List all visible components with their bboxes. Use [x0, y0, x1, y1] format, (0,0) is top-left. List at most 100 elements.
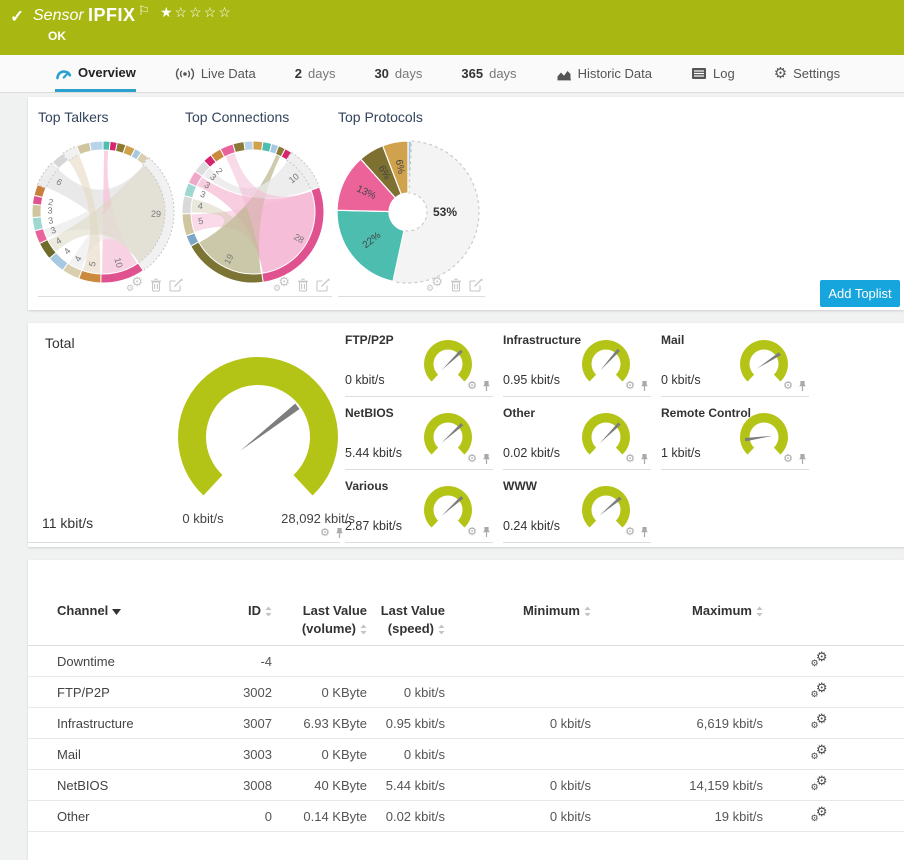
sensor-type-label: Sensor	[33, 7, 84, 24]
channel-gauge	[740, 413, 788, 455]
gauge-value: 5.44 kbit/s	[345, 446, 402, 460]
tab-label: Settings	[793, 66, 841, 81]
sort-desc-icon	[111, 608, 121, 615]
cell-min: 0 kbit/s	[549, 777, 591, 793]
cell-ch: Downtime	[57, 653, 115, 669]
gauges-card: Total 0 kbit/s 28,092 kbit/s 11 kbit/s ⚙…	[28, 323, 904, 547]
gauge-actions: ⚙	[625, 453, 649, 465]
gear-icon[interactable]: ⚙	[625, 525, 635, 538]
sort-icon	[360, 621, 367, 636]
pin-icon[interactable]	[640, 380, 649, 392]
tab-365-days[interactable]: 365 days	[461, 55, 516, 92]
svg-text:3: 3	[47, 205, 52, 215]
tab-historic-data[interactable]: Historic Data	[556, 55, 652, 92]
gear-icon[interactable]: ⚙	[625, 452, 635, 465]
column-header-minimum[interactable]: Minimum	[445, 602, 591, 620]
gears-icon[interactable]: ⚙ ⚙	[126, 274, 143, 293]
column-header-last-value-volume[interactable]: Last Value (volume)	[301, 603, 367, 636]
edit-icon[interactable]	[169, 278, 183, 292]
cell-spd: 0 kbit/s	[403, 684, 445, 700]
channel-settings-button[interactable]: ⚙ ⚙	[763, 681, 875, 701]
add-toplist-button[interactable]: Add Toplist	[820, 280, 900, 307]
gauge-actions: ⚙	[625, 380, 649, 392]
cell-max: 19 kbit/s	[714, 808, 763, 824]
cell-ch: Other	[57, 808, 90, 824]
gauge-value: 1 kbit/s	[661, 446, 701, 460]
tab-log[interactable]: Log	[691, 55, 735, 92]
svg-text:28: 28	[292, 232, 306, 246]
sensor-header: ✓ Sensor IPFIX ⚐ ★☆☆☆☆ OK	[0, 0, 904, 55]
table-row-netbios: NetBIOS 3008 40 KByte 5.44 kbit/s 0 kbit/s 14…	[28, 770, 904, 802]
trash-icon[interactable]	[450, 278, 462, 292]
gears-icon: ⚙ ⚙	[810, 804, 828, 824]
pin-icon[interactable]	[482, 380, 491, 392]
column-header-id[interactable]: ID	[207, 602, 272, 620]
pin-icon[interactable]	[798, 453, 807, 465]
channel-settings-button[interactable]: ⚙ ⚙	[763, 804, 875, 825]
channel-settings-button[interactable]: ⚙ ⚙	[763, 649, 875, 670]
tab-label: days	[307, 66, 336, 81]
tab-2-days[interactable]: 2 days	[295, 55, 336, 92]
gauge-value: 0.95 kbit/s	[503, 373, 560, 387]
edit-icon[interactable]	[316, 278, 330, 292]
tab-live-data[interactable]: Live Data	[175, 55, 256, 92]
gear-icon[interactable]: ⚙	[625, 379, 635, 392]
gear-icon[interactable]: ⚙	[467, 379, 477, 392]
tab-30-days[interactable]: 30 days	[374, 55, 422, 92]
toplist-title: Top Protocols	[338, 109, 423, 125]
column-header-channel[interactable]: Channel	[57, 602, 207, 620]
cell-vol: 6.93 KByte	[303, 715, 367, 731]
toplists-card: Top Talkers 29 10 5 4 4 4 3 3 3 2 6 ⚙ ⚙ Top Connect…	[28, 97, 904, 310]
top-protocols-pie-chart[interactable]: 53%22%13%6% 6%	[326, 133, 492, 291]
total-gauge-value: 11 kbit/s	[42, 515, 94, 531]
gears-icon[interactable]: ⚙ ⚙	[426, 274, 443, 293]
svg-text:19: 19	[222, 252, 235, 265]
column-header-last-value-speed[interactable]: Last Value (speed)	[380, 603, 445, 636]
tab-settings[interactable]: ⚙ Settings	[774, 55, 840, 92]
gear-icon[interactable]: ⚙	[320, 526, 330, 539]
log-icon	[691, 68, 706, 79]
gauge-label: Infrastructure	[503, 333, 582, 347]
pin-icon[interactable]	[640, 453, 649, 465]
pin-icon[interactable]	[798, 380, 807, 392]
total-gauge-actions: ⚙	[320, 527, 344, 539]
channel-settings-button[interactable]: ⚙ ⚙	[763, 774, 875, 794]
tab-number: 365	[461, 66, 484, 81]
column-header-maximum[interactable]: Maximum	[591, 602, 763, 620]
edit-icon[interactable]	[469, 278, 483, 292]
channel-gauges-grid: FTP/P2P 0 kbit/s ⚙ Infrastructure 0.95 kb…	[345, 331, 811, 543]
tab-overview[interactable]: Overview	[55, 55, 136, 92]
gear-icon[interactable]: ⚙	[783, 452, 793, 465]
channel-gauge	[582, 413, 630, 455]
channel-table-body: Downtime -4 ⚙ ⚙ FTP/P2P 3002 0 KByte 0 kbit/s ⚙ ⚙…	[28, 646, 904, 833]
cell-id: 3008	[243, 777, 272, 793]
gauge-value: 0.24 kbit/s	[503, 519, 560, 533]
svg-text:4: 4	[73, 254, 84, 263]
cell-id: 3007	[243, 715, 272, 731]
channel-settings-button[interactable]: ⚙ ⚙	[763, 711, 875, 732]
gear-icon[interactable]: ⚙	[467, 452, 477, 465]
table-row-downtime: Downtime -4 ⚙ ⚙	[28, 646, 904, 678]
total-gauge-label: Total	[45, 335, 75, 351]
trash-icon[interactable]	[297, 278, 309, 292]
channel-settings-button[interactable]: ⚙ ⚙	[763, 743, 875, 763]
channel-gauge-other: Other 0.02 kbit/s ⚙	[503, 404, 651, 470]
gear-icon[interactable]: ⚙	[783, 379, 793, 392]
pin-icon[interactable]	[482, 526, 491, 538]
flag-icon[interactable]: ⚐	[138, 3, 150, 18]
pin-icon[interactable]	[335, 527, 344, 539]
tab-label: days	[394, 66, 423, 81]
star-rating[interactable]: ★☆☆☆☆	[160, 4, 233, 20]
pin-icon[interactable]	[640, 526, 649, 538]
gear-icon[interactable]: ⚙	[467, 525, 477, 538]
empty-tile	[661, 477, 809, 543]
channel-gauge-ftp-p2p: FTP/P2P 0 kbit/s ⚙	[345, 331, 493, 397]
gears-icon: ⚙ ⚙	[810, 649, 828, 669]
table-row-infrastructure: Infrastructure 3007 6.93 KByte 0.95 kbit/s 0…	[28, 708, 904, 740]
gears-icon: ⚙ ⚙	[810, 711, 828, 731]
gears-icon[interactable]: ⚙ ⚙	[273, 274, 290, 293]
trash-icon[interactable]	[150, 278, 162, 292]
pin-icon[interactable]	[482, 453, 491, 465]
